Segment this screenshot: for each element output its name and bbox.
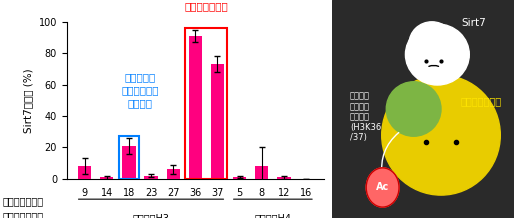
Ellipse shape [382, 75, 500, 195]
Text: 上の部位の番号: 上の部位の番号 [3, 211, 44, 218]
Text: Sirt7: Sirt7 [462, 18, 486, 28]
Ellipse shape [406, 24, 469, 85]
Text: ヌクレオソーム: ヌクレオソーム [3, 196, 44, 206]
Bar [122, 146, 136, 179]
Text: ヌクレオソーム: ヌクレオソーム [461, 97, 502, 107]
Text: 新たに発
見された
作用部位
(H3K36
/37): 新たに発 見された 作用部位 (H3K36 /37) [350, 92, 381, 142]
Bar [167, 169, 180, 179]
Y-axis label: Sirt7の活性 (%): Sirt7の活性 (%) [23, 68, 33, 133]
Bar [211, 64, 224, 179]
Text: 今回発見された
新たな作用部位: 今回発見された 新たな作用部位 [185, 0, 228, 11]
Bar [78, 166, 91, 179]
Ellipse shape [387, 82, 441, 136]
Bar [189, 36, 202, 179]
Text: ヒストンH4: ヒストンH4 [254, 213, 291, 218]
Text: これまでに
知られていた
作用部位: これまでに 知られていた 作用部位 [121, 72, 159, 108]
Bar [233, 177, 246, 179]
Bar [277, 177, 290, 179]
Ellipse shape [409, 22, 455, 65]
Text: ヒストンH3: ヒストンH3 [133, 213, 170, 218]
Bar [144, 176, 158, 179]
Bar [100, 177, 114, 179]
Text: Ac: Ac [376, 182, 389, 192]
Circle shape [366, 168, 399, 207]
Bar [255, 166, 268, 179]
